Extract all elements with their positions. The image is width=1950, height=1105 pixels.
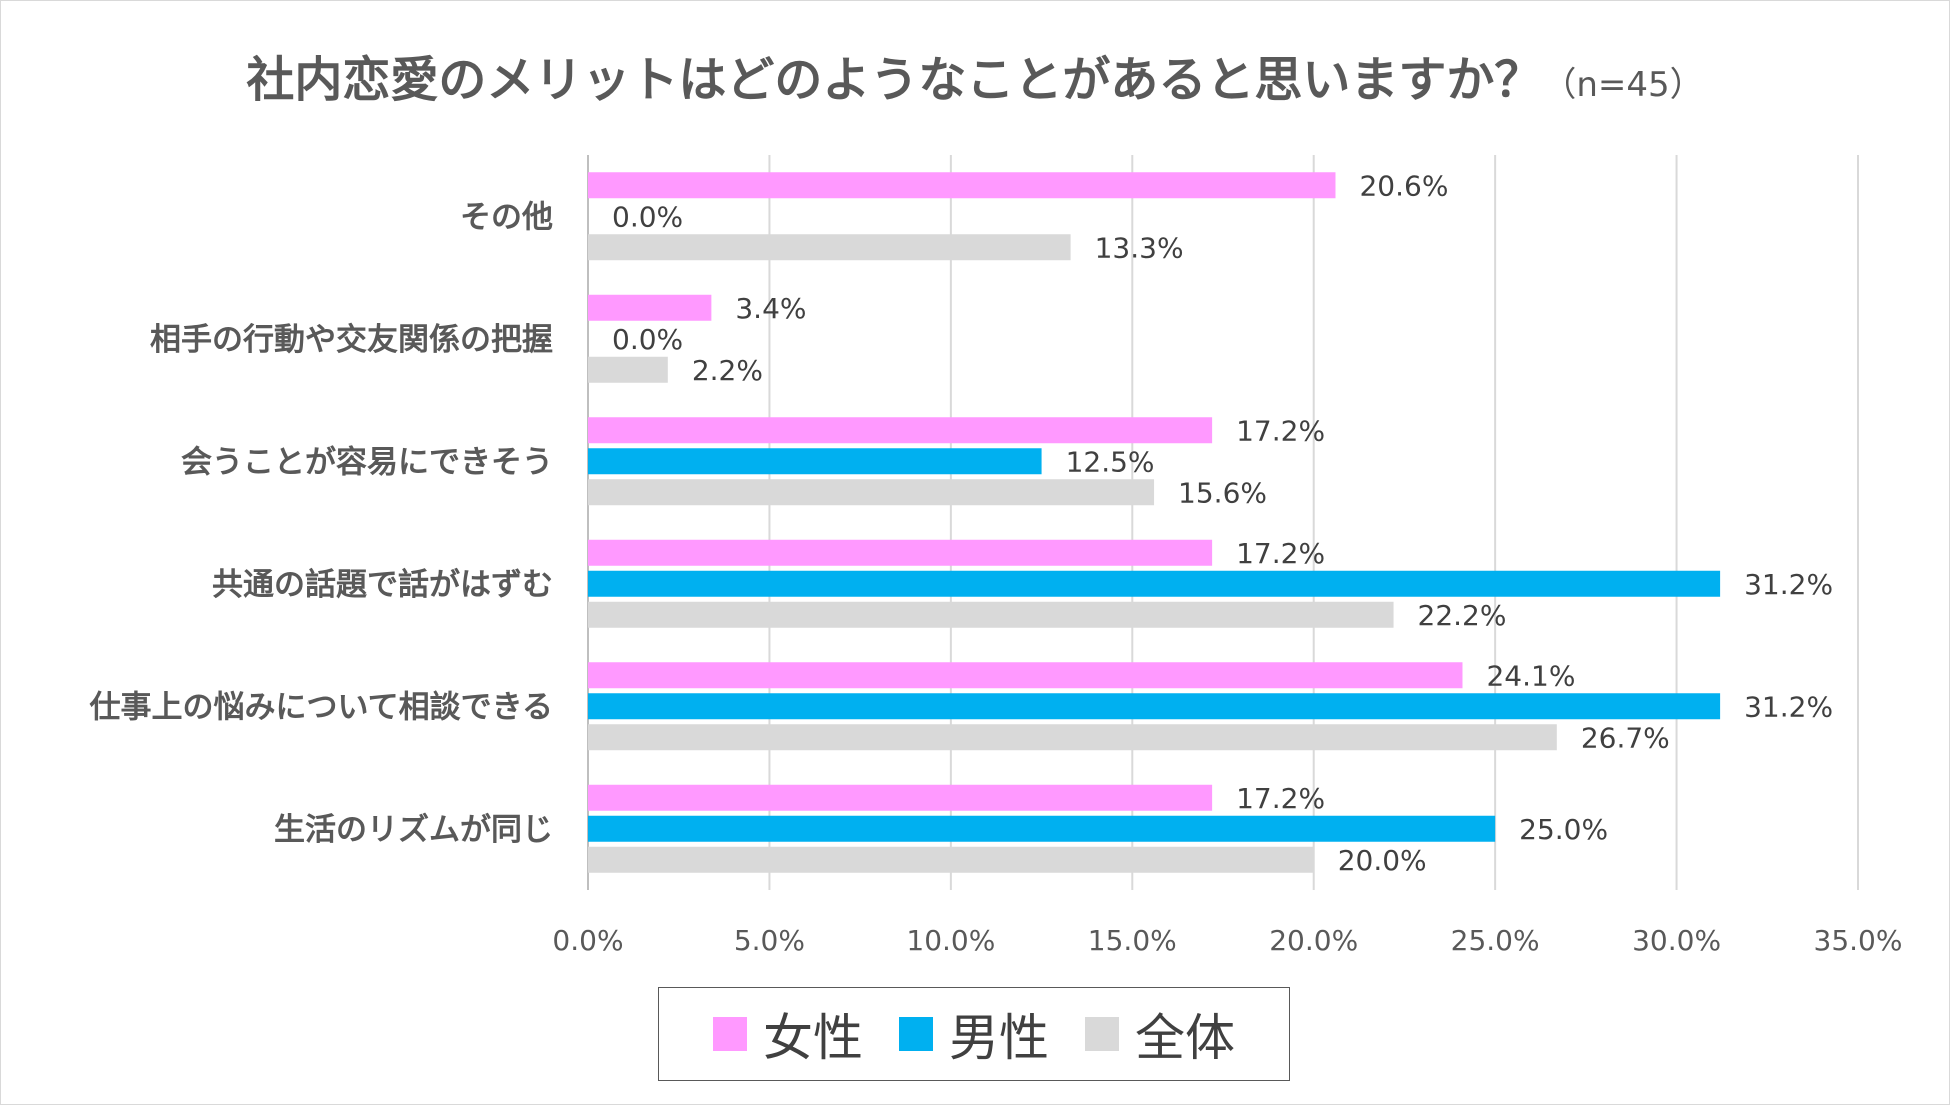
chart-title-sample-size: （n=45）	[1542, 65, 1704, 105]
data-label: 17.2%	[1236, 782, 1325, 815]
x-tick-label: 30.0%	[1632, 924, 1721, 957]
legend-item: 全体	[1085, 998, 1235, 1070]
data-label: 0.0%	[612, 200, 683, 233]
bar	[588, 356, 668, 383]
data-label: 17.2%	[1236, 414, 1325, 447]
x-tick-label: 20.0%	[1269, 924, 1358, 957]
legend-label: 女性	[763, 1009, 863, 1067]
category-label: 共通の話題で話がはずむ	[212, 567, 553, 603]
data-label: 22.2%	[1418, 599, 1507, 632]
x-tick-label: 35.0%	[1814, 924, 1903, 957]
data-label: 26.7%	[1581, 721, 1670, 754]
legend: 女性 男性 全体	[658, 987, 1290, 1081]
bar	[588, 815, 1496, 842]
x-tick-label: 25.0%	[1451, 924, 1540, 957]
bar	[588, 846, 1314, 873]
bar	[588, 662, 1463, 689]
bar	[588, 601, 1394, 628]
category-label: その他	[460, 199, 553, 235]
category-label: 会うことが容易にできそう	[181, 444, 553, 480]
legend-swatch	[899, 1017, 933, 1051]
legend-label: 男性	[949, 1009, 1049, 1067]
data-label: 2.2%	[692, 354, 763, 387]
legend-item: 男性	[899, 998, 1049, 1070]
data-label: 20.0%	[1338, 844, 1427, 877]
data-label: 25.0%	[1519, 813, 1608, 846]
data-labels: 20.6% 0.0% 13.3% 3.4% 0.0% 2.2% 17.2% 12.5% 15.6…	[612, 169, 1833, 877]
bar	[588, 417, 1213, 444]
value-axis: 0.0% 5.0% 10.0% 15.0% 20.0% 25.0% 30.0% 35.0%	[552, 924, 1902, 957]
data-label: 24.1%	[1486, 659, 1575, 692]
x-tick-label: 10.0%	[906, 924, 995, 957]
category-label: 生活のリズムが同じ	[274, 812, 553, 848]
bar	[588, 172, 1336, 199]
data-label: 31.2%	[1744, 568, 1833, 601]
bar	[588, 294, 712, 321]
gridlines	[587, 155, 1859, 890]
bar	[588, 784, 1213, 811]
data-label: 13.3%	[1095, 231, 1184, 264]
x-tick-label: 0.0%	[552, 924, 623, 957]
chart-title: 社内恋愛のメリットはどのようなことがあると思いますか？（n=45）	[0, 40, 1950, 110]
bar	[588, 479, 1155, 506]
bar	[588, 693, 1721, 720]
bar	[588, 724, 1557, 751]
bar	[588, 234, 1071, 261]
category-label: 仕事上の悩みについて相談できる	[90, 689, 553, 725]
legend-item: 女性	[713, 998, 863, 1070]
legend-swatch	[1085, 1017, 1119, 1051]
legend-swatch	[713, 1017, 747, 1051]
data-label: 20.6%	[1359, 169, 1448, 202]
data-label: 3.4%	[735, 292, 806, 325]
bar	[588, 539, 1213, 566]
category-label: 相手の行動や交友関係の把握	[150, 322, 553, 358]
chart-title-main: 社内恋愛のメリットはどのようなことがあると思いますか？	[246, 52, 1543, 108]
data-label: 31.2%	[1744, 690, 1833, 723]
category-axis: その他相手の行動や交友関係の把握会うことが容易にできそう共通の話題で話がはずむ仕…	[90, 199, 553, 848]
bar	[588, 448, 1042, 475]
bars	[588, 172, 1721, 873]
bar	[588, 570, 1721, 597]
x-tick-label: 15.0%	[1088, 924, 1177, 957]
legend-label: 全体	[1135, 1009, 1235, 1067]
x-tick-label: 5.0%	[734, 924, 805, 957]
data-label: 17.2%	[1236, 537, 1325, 570]
data-label: 12.5%	[1066, 445, 1155, 478]
data-label: 15.6%	[1178, 476, 1267, 509]
data-label: 0.0%	[612, 323, 683, 356]
